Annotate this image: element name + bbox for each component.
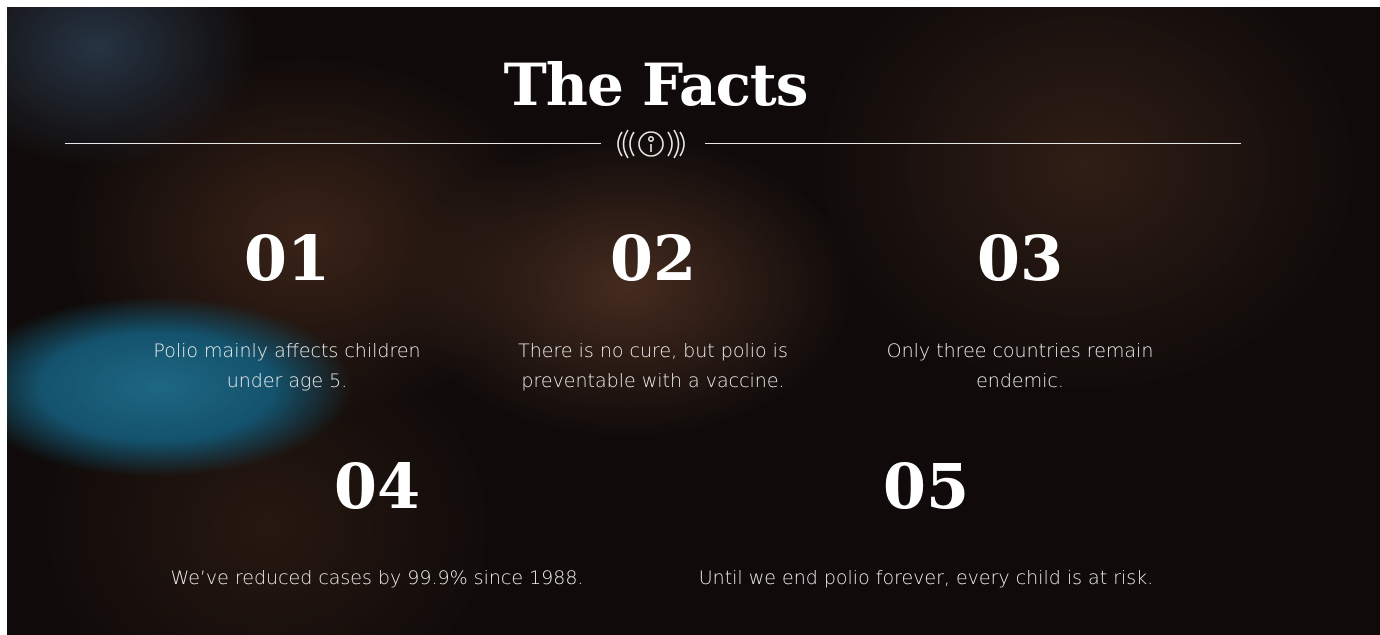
fact-number: 03 (870, 222, 1170, 295)
section-title: The Facts (7, 51, 1304, 119)
fact-text: Polio mainly affects children under age … (142, 336, 432, 396)
fact-number: 04 (227, 450, 527, 523)
hero-section: The Facts 01 Polio mainly affects childre… (7, 7, 1380, 635)
divider-line (705, 143, 1241, 144)
divider-line (65, 143, 601, 144)
fact-text: We’ve reduced cases by 99.9% since 1988. (147, 563, 607, 593)
fact-text: Until we end polio forever, every child … (676, 563, 1176, 593)
fact-text: Only three countries remain endemic. (875, 336, 1165, 396)
page: The Facts 01 Polio mainly affects childre… (0, 0, 1380, 635)
fact-text: There is no cure, but polio is preventab… (508, 336, 798, 396)
fact-number: 02 (503, 222, 803, 295)
fact-number: 01 (137, 222, 437, 295)
divider-icon (610, 124, 692, 164)
fact-number: 05 (776, 450, 1076, 523)
